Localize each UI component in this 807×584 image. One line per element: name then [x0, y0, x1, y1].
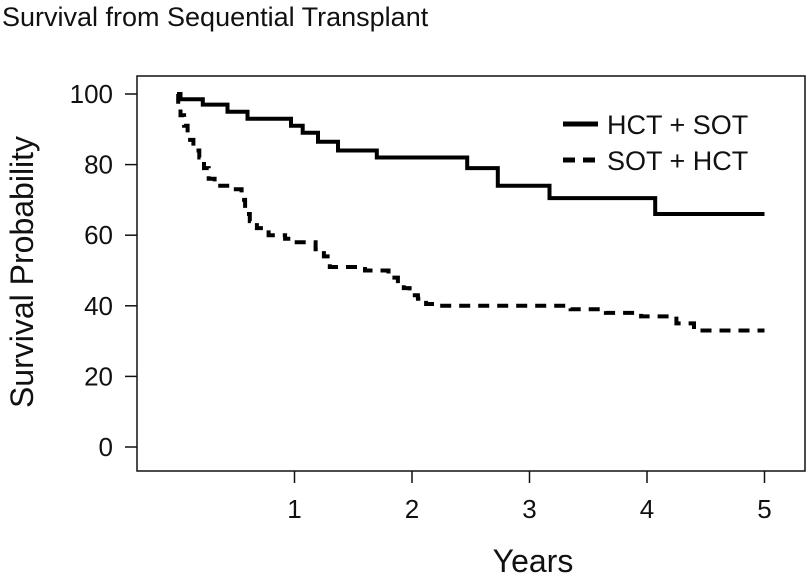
x-tick-label: 1: [287, 494, 301, 524]
x-axis-title: Years: [493, 543, 574, 579]
series-lines: [176, 92, 765, 333]
y-axis-title: Survival Probability: [4, 136, 40, 408]
plot-frame: [136, 75, 806, 472]
legend-label-hct-sot: HCT + SOT: [607, 110, 748, 140]
y-tick-label: 20: [84, 361, 113, 391]
x-tick-label: 5: [757, 494, 771, 524]
series-line-sot-hct: [176, 92, 765, 333]
series-line-hct-sot: [177, 92, 765, 216]
y-axis: 0 20 40 60 80 100: [70, 79, 137, 462]
chart-title: Survival from Sequential Transplant: [2, 2, 429, 32]
x-tick-label: 3: [522, 494, 536, 524]
x-tick-label: 4: [640, 494, 654, 524]
y-tick-label: 60: [84, 220, 113, 250]
legend-label-sot-hct: SOT + HCT: [607, 146, 748, 176]
x-axis: 1 2 3 4 5: [287, 471, 772, 524]
y-tick-label: 40: [84, 291, 113, 321]
x-tick-label: 2: [405, 494, 419, 524]
y-tick-label: 0: [99, 432, 113, 462]
y-tick-label: 80: [84, 150, 113, 180]
legend: HCT + SOT SOT + HCT: [563, 110, 748, 176]
y-tick-label: 100: [70, 79, 113, 109]
